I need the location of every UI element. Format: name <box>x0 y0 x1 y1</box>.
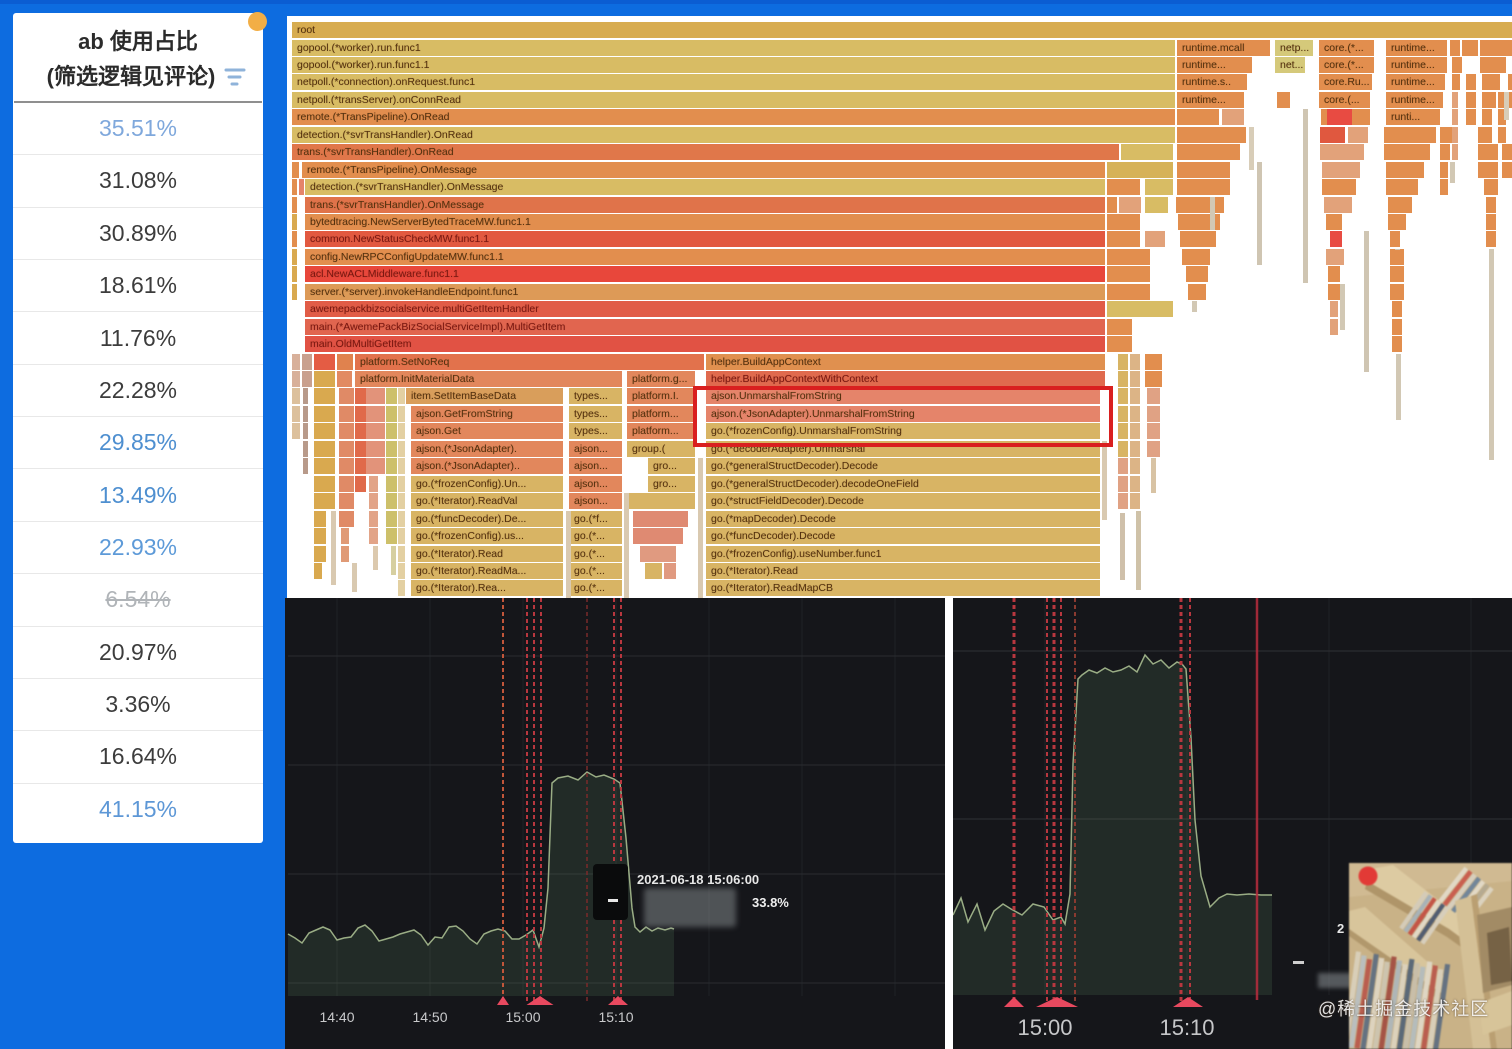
svg-text:15:00: 15:00 <box>1017 1015 1072 1040</box>
svg-text:15:10: 15:10 <box>598 1009 633 1025</box>
svg-text:15:00: 15:00 <box>505 1009 540 1025</box>
svg-text:15:10: 15:10 <box>1159 1015 1214 1040</box>
svg-text:14:50: 14:50 <box>412 1009 447 1025</box>
svg-text:14:40: 14:40 <box>319 1009 354 1025</box>
